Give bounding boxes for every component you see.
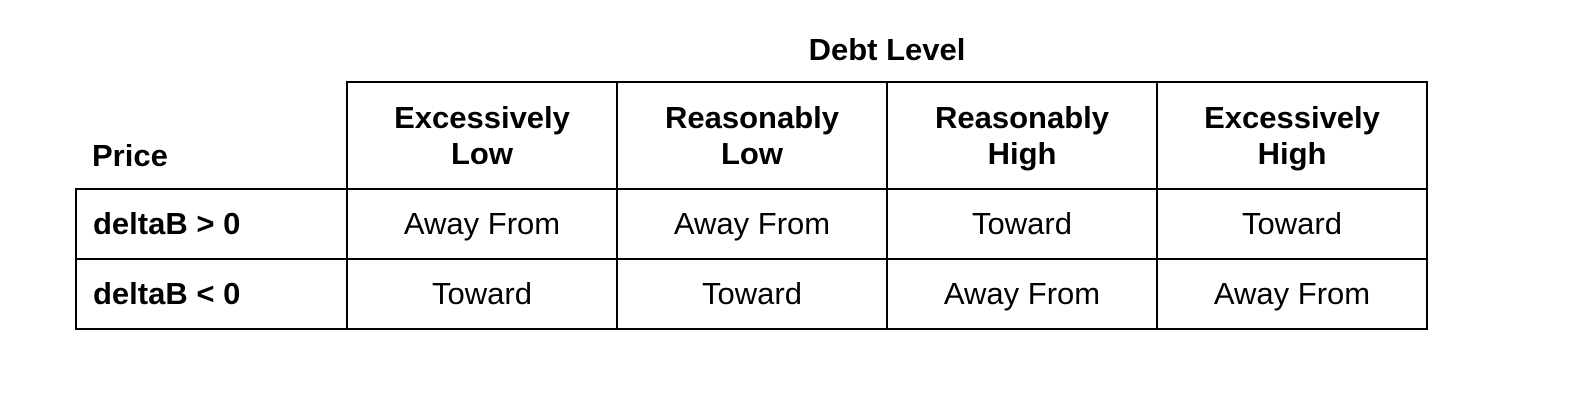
table-cell: Away From	[1156, 258, 1428, 330]
column-header-excessively-low: Excessively Low	[346, 81, 618, 190]
debt-level-header: Debt Level	[808, 32, 966, 67]
table-cell: Away From	[886, 258, 1158, 330]
table-row: deltaB > 0 Away From Away From Toward To…	[75, 188, 1428, 260]
column-header-label: Excessively Low	[394, 99, 570, 171]
table-cell: Away From	[346, 188, 618, 260]
row-label-deltab-negative: deltaB < 0	[75, 258, 348, 330]
column-header-reasonably-low: Reasonably Low	[616, 81, 888, 190]
table-row: deltaB < 0 Toward Toward Away From Away …	[75, 258, 1428, 330]
column-header-label: Reasonably High	[934, 99, 1109, 171]
table-cell: Toward	[886, 188, 1158, 260]
table-cell: Toward	[346, 258, 618, 330]
column-header-label: Reasonably Low	[664, 99, 839, 171]
row-label-deltab-positive: deltaB > 0	[75, 188, 348, 260]
column-header-excessively-high: Excessively High	[1156, 81, 1428, 190]
column-header-reasonably-high: Reasonably High	[886, 81, 1158, 190]
table-cell: Away From	[616, 188, 888, 260]
price-row-header: Price	[76, 82, 347, 190]
price-debt-table: Price Excessively Low Reasonably Low Rea…	[75, 81, 1428, 330]
table-cell: Toward	[1156, 188, 1428, 260]
column-header-label: Excessively High	[1204, 99, 1380, 171]
header-row: Price Excessively Low Reasonably Low Rea…	[76, 81, 1428, 190]
table-cell: Toward	[616, 258, 888, 330]
